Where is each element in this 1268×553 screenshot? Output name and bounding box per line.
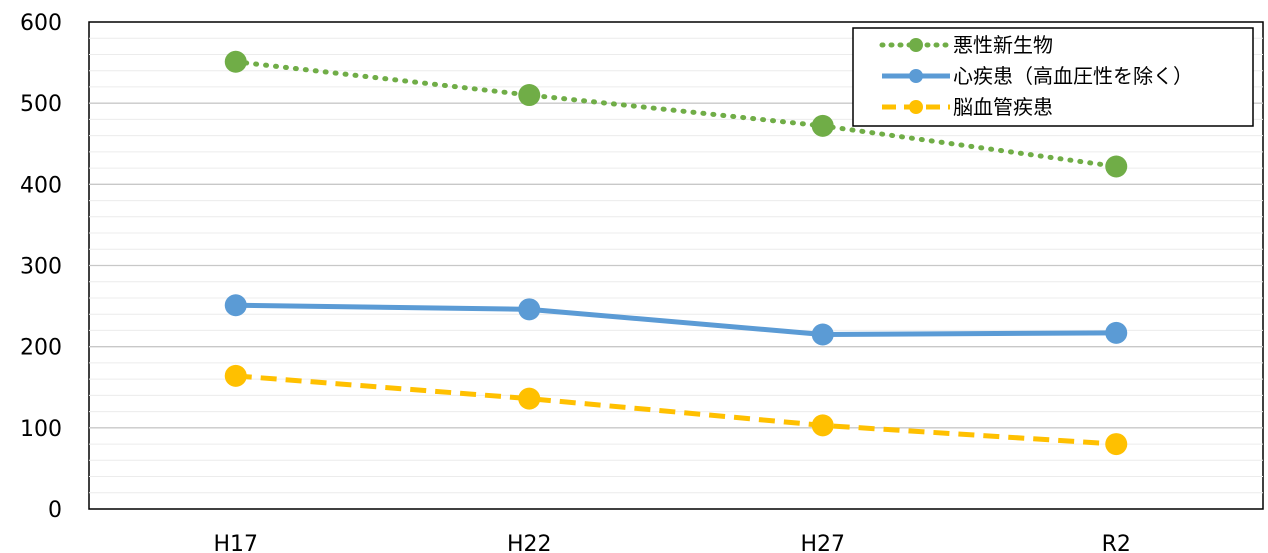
x-tick-label: H27 <box>800 532 845 553</box>
y-tick-label: 600 <box>20 11 62 36</box>
series-line-1 <box>235 302 1117 337</box>
y-tick-label: 100 <box>20 417 62 442</box>
x-tick-label: R2 <box>1102 532 1131 553</box>
x-axis-ticks: H17 H22 H27 R2 <box>213 532 1130 553</box>
legend-marker-dot-2 <box>909 100 923 114</box>
data-point-2-2 <box>811 414 834 437</box>
data-point-2-1 <box>518 387 541 410</box>
series-line-2 <box>235 373 1117 447</box>
data-point-2-0 <box>224 364 247 387</box>
data-point-1-0 <box>224 294 247 317</box>
legend-marker-dot-1 <box>909 69 923 83</box>
legend-label-0: 悪性新生物 <box>953 33 1053 57</box>
data-point-1-1 <box>518 298 541 321</box>
y-tick-label: 0 <box>48 498 62 523</box>
y-tick-label: 500 <box>20 92 62 117</box>
data-point-1-2 <box>811 323 834 346</box>
data-point-0-3 <box>1105 155 1128 178</box>
legend-marker-dot-0 <box>909 38 923 52</box>
data-point-0-0 <box>224 50 247 73</box>
x-tick-label: H22 <box>507 532 552 553</box>
legend: 悪性新生物 心疾患（高血圧性を除く） 脳血管疾患 <box>852 27 1254 127</box>
data-point-1-3 <box>1105 321 1128 344</box>
series-line-0 <box>233 59 1119 169</box>
y-tick-label: 400 <box>20 173 62 198</box>
legend-label-1: 心疾患（高血圧性を除く） <box>953 64 1193 88</box>
series-group <box>224 50 1128 456</box>
data-point-2-3 <box>1105 433 1128 456</box>
legend-label-2: 脳血管疾患 <box>953 95 1053 119</box>
data-point-0-2 <box>811 114 834 137</box>
y-tick-label: 200 <box>20 336 62 361</box>
gridlines <box>89 37 1263 494</box>
y-axis-ticks: 0 100 200 300 400 500 600 <box>20 11 62 523</box>
y-tick-label: 300 <box>20 255 62 280</box>
data-point-0-1 <box>518 84 541 107</box>
x-tick-label: H17 <box>213 532 258 553</box>
